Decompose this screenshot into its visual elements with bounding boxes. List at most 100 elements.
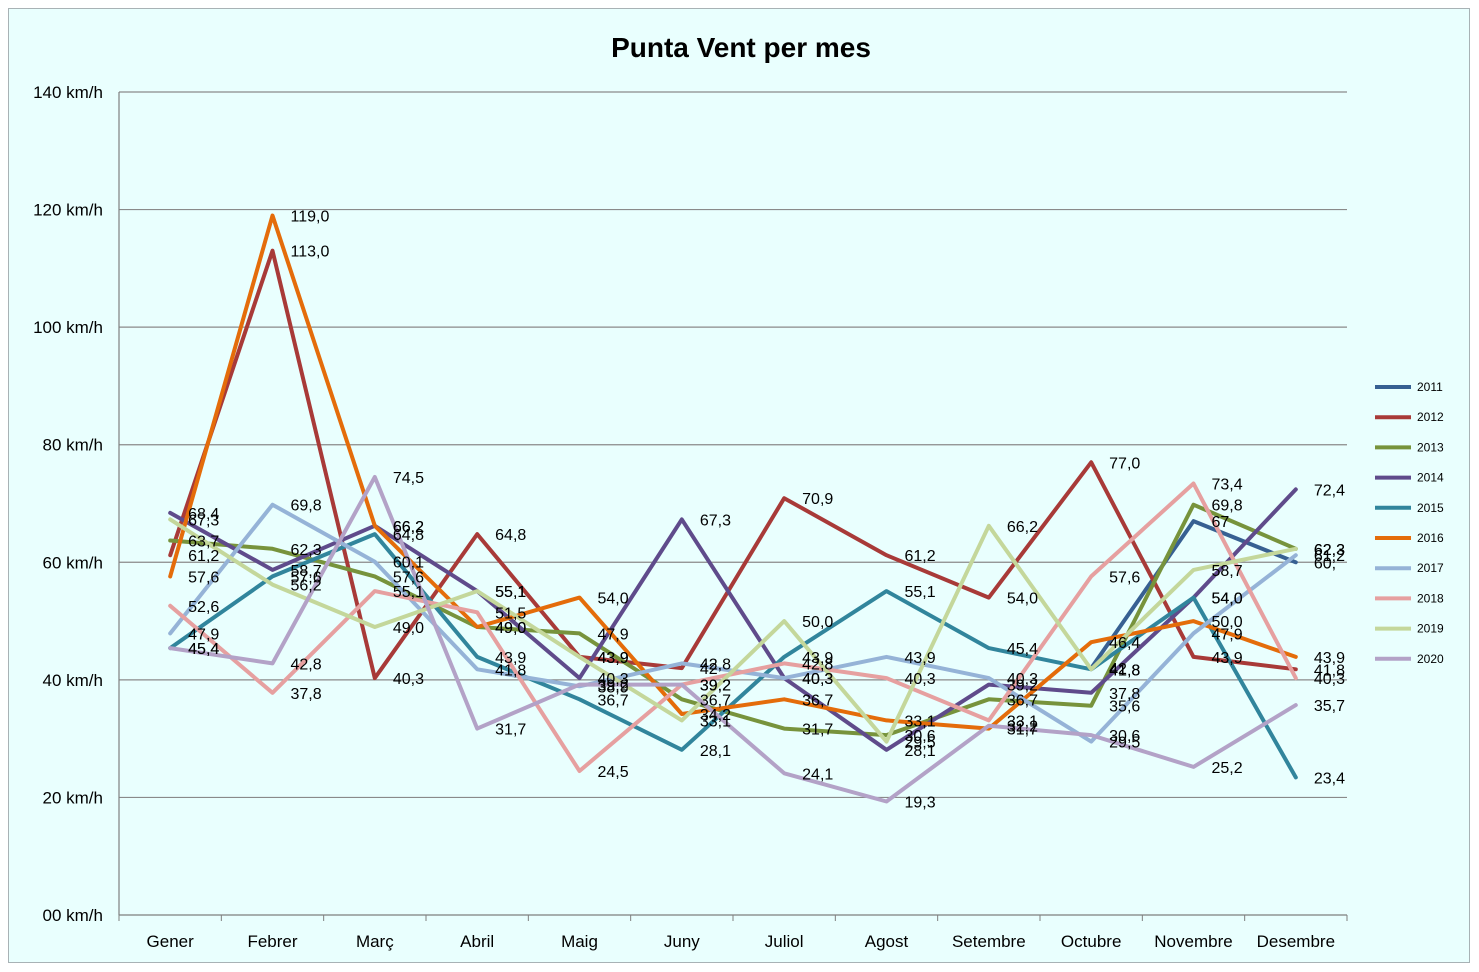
data-label-2019: 58,7 [1212, 563, 1243, 580]
data-label-2015: 45,4 [1007, 641, 1038, 658]
legend-label-2016: 2016 [1417, 531, 1444, 545]
x-tick-label: Octubre [1061, 932, 1121, 951]
data-label-2016: 54,0 [598, 591, 629, 608]
x-tick-label: Juny [664, 932, 700, 951]
data-label-2018: 39,2 [700, 678, 731, 695]
x-tick-label: Febrer [247, 932, 297, 951]
x-tick-label: Abril [460, 932, 494, 951]
data-label-2013: 47,9 [598, 626, 629, 643]
data-label-2016: 46,4 [1109, 635, 1140, 652]
legend-label-2018: 2018 [1417, 591, 1444, 605]
legend-label-2020: 2020 [1417, 652, 1444, 666]
y-tick-label: 120 km/h [33, 201, 103, 220]
legend-label-2011: 2011 [1417, 380, 1443, 394]
data-label-2020: 24,1 [802, 766, 833, 783]
data-label-2013: 57,6 [393, 569, 424, 586]
data-label-2013: 49,0 [495, 620, 526, 637]
legend-label-2017: 2017 [1417, 561, 1444, 575]
data-label-2014: 72,4 [1314, 482, 1345, 499]
x-tick-label: Gener [147, 932, 195, 951]
data-label-2011: 42 [1109, 661, 1127, 678]
data-label-2017: 60,1 [393, 555, 424, 572]
data-label-2015: 28,1 [700, 743, 731, 760]
data-label-2014: 54,0 [1212, 591, 1243, 608]
data-label-2014: 37,8 [1109, 686, 1140, 703]
data-label-2013: 62,3 [1314, 542, 1345, 559]
data-label-2018: 51,5 [495, 605, 526, 622]
data-label-2019: 55,1 [495, 584, 526, 601]
data-label-2012: 61,2 [905, 548, 936, 565]
data-label-2012: 43,9 [598, 650, 629, 667]
x-tick-label: Març [356, 932, 394, 951]
data-label-2015: 64,8 [393, 527, 424, 544]
data-label-2015: 43,9 [495, 650, 526, 667]
data-label-2015: 57,6 [291, 569, 322, 586]
data-label-2015: 55,1 [905, 584, 936, 601]
data-label-2013: 63,7 [188, 534, 219, 551]
data-label-2013: 31,7 [802, 722, 833, 739]
data-label-2014: 40,3 [802, 671, 833, 688]
series-line-2016 [168, 213, 1298, 731]
data-label-2020: 39,2 [598, 678, 629, 695]
data-label-2020: 74,5 [393, 470, 424, 487]
data-label-2012: 42 [700, 661, 718, 678]
data-label-2017: 43,9 [905, 650, 936, 667]
data-label-2019: 43,9 [598, 650, 629, 667]
data-label-2016: 31,7 [1007, 722, 1038, 739]
data-label-2014: 40,3 [598, 671, 629, 688]
data-label-2012: 77,0 [1109, 455, 1140, 472]
legend-label-2015: 2015 [1417, 501, 1444, 515]
data-label-2020: 25,2 [1212, 760, 1243, 777]
data-label-2011: 60, [1314, 555, 1336, 572]
data-label-2014: 58,7 [291, 563, 322, 580]
data-label-2019: 49,0 [393, 620, 424, 637]
data-label-2017: 40,3 [1007, 671, 1038, 688]
series-line-2019 [168, 517, 1298, 744]
data-label-2017: 47,9 [1212, 626, 1243, 643]
data-labels: 426760,61,2113,040,364,843,94270,961,254… [188, 208, 1345, 811]
data-label-2019: 50,0 [802, 614, 833, 631]
y-tick-label: 20 km/h [43, 788, 103, 807]
data-label-2020: 45,4 [188, 641, 219, 658]
series-line-2020 [168, 475, 1298, 804]
legend: 2011 2012 2013 2014 2015 2016 2017 2018 2019 2020 [1375, 380, 1444, 666]
data-label-2019: 33,1 [700, 713, 731, 730]
y-tick-label: 60 km/h [43, 553, 103, 572]
data-label-2017: 69,8 [291, 498, 322, 515]
data-label-2018: 40,3 [905, 671, 936, 688]
data-label-2013: 30,6 [905, 728, 936, 745]
data-label-2016: 36,7 [802, 692, 833, 709]
data-label-2017: 38,9 [598, 679, 629, 696]
data-label-2016: 43,9 [1314, 650, 1345, 667]
data-label-2014: 67,3 [700, 512, 731, 529]
data-label-2018: 37,8 [291, 686, 322, 703]
data-label-2018: 55,1 [393, 584, 424, 601]
data-label-2018: 24,5 [598, 764, 629, 781]
data-label-2013: 36,7 [1007, 692, 1038, 709]
data-label-2019: 56,2 [291, 578, 322, 595]
data-label-2015: 36,7 [598, 692, 629, 709]
data-label-2014: 28,1 [905, 743, 936, 760]
legend-label-2014: 2014 [1417, 471, 1444, 485]
data-label-2017: 40,3 [802, 671, 833, 688]
data-label-2020: 30,6 [1109, 728, 1140, 745]
series-line-2013 [168, 502, 1298, 738]
data-label-2016: 33,1 [905, 713, 936, 730]
data-label-2012: 64,8 [495, 527, 526, 544]
data-label-2014: 66,2 [393, 519, 424, 536]
data-label-2019: 62,3 [1314, 542, 1345, 559]
x-tick-label: Juliol [765, 932, 804, 951]
axis-layer: 00 km/h 20 km/h 40 km/h 60 km/h 80 km/h 100 k… [33, 83, 1348, 951]
data-label-2014: 39,2 [1007, 678, 1038, 695]
data-label-2012: 40,3 [393, 671, 424, 688]
data-label-2015: 43,9 [802, 650, 833, 667]
y-tick-label: 80 km/h [43, 436, 103, 455]
data-label-2012: 61,2 [188, 548, 219, 565]
data-label-2014: 55,1 [495, 584, 526, 601]
series-line-2015 [168, 532, 1298, 780]
x-tick-label: Novembre [1154, 932, 1232, 951]
data-label-2015: 45,4 [188, 641, 219, 658]
y-tick-label: 40 km/h [43, 671, 103, 690]
data-label-2012: 43,9 [1212, 650, 1243, 667]
data-label-2016: 66,2 [393, 519, 424, 536]
